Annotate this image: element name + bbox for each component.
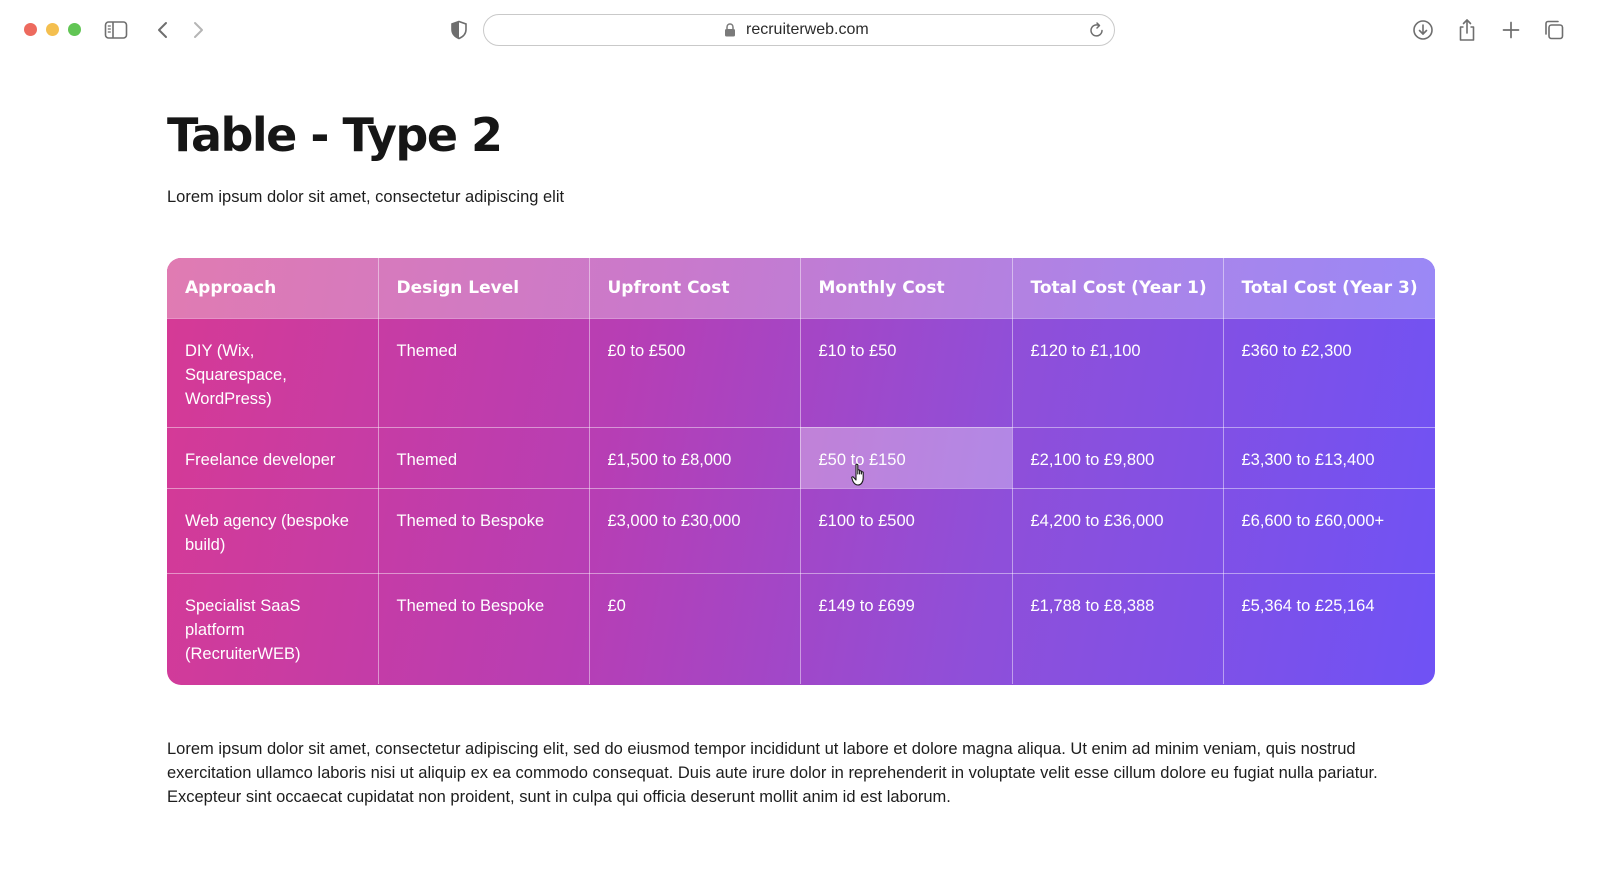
table-row: Web agency (bespoke build) Themed to Bes… (167, 488, 1435, 574)
table-cell: £149 to £699 (800, 573, 1013, 684)
download-icon[interactable] (1410, 17, 1436, 43)
hand-cursor-icon (851, 463, 869, 492)
table-row: Freelance developer Themed £1,500 to £8,… (167, 427, 1435, 489)
tabs-overview-icon[interactable] (1541, 17, 1567, 43)
minimize-window-button[interactable] (46, 23, 59, 36)
shield-icon[interactable] (446, 17, 472, 43)
reload-icon[interactable] (1089, 21, 1105, 44)
table-cell: Themed (378, 427, 590, 489)
page-title: Table - Type 2 (167, 108, 503, 162)
pricing-table-container: Approach Design Level Upfront Cost Month… (167, 258, 1435, 685)
table-cell: Themed (378, 318, 590, 428)
table-row: DIY (Wix, Squarespace, WordPress) Themed… (167, 318, 1435, 428)
table-cell: Web agency (bespoke build) (167, 488, 379, 574)
table-cell: £0 to £500 (589, 318, 801, 428)
table-header-row: Approach Design Level Upfront Cost Month… (167, 258, 1435, 319)
hovered-table-cell: £50 to £150 (800, 427, 1013, 489)
table-cell: £10 to £50 (800, 318, 1013, 428)
close-window-button[interactable] (24, 23, 37, 36)
body-paragraph: Lorem ipsum dolor sit amet, consectetur … (167, 740, 1378, 806)
table-cell: £1,788 to £8,388 (1012, 573, 1224, 684)
url-text: recruiterweb.com (746, 21, 869, 38)
table-cell: £2,100 to £9,800 (1012, 427, 1224, 489)
table-cell: £0 (589, 573, 801, 684)
table-cell: DIY (Wix, Squarespace, WordPress) (167, 318, 379, 428)
page-subtitle: Lorem ipsum dolor sit amet, consectetur … (167, 188, 565, 206)
lock-icon (724, 23, 736, 42)
table-cell: Freelance developer (167, 427, 379, 489)
table-cell: Specialist SaaS platform (RecruiterWEB) (167, 573, 379, 684)
zoom-window-button[interactable] (68, 23, 81, 36)
header-monthly-cost: Monthly Cost (800, 258, 1013, 319)
forward-icon[interactable] (185, 17, 211, 43)
table-cell: £120 to £1,100 (1012, 318, 1224, 428)
header-design-level: Design Level (378, 258, 590, 319)
new-tab-icon[interactable] (1498, 17, 1524, 43)
table-cell: £6,600 to £60,000+ (1223, 488, 1435, 574)
table-cell: £3,000 to £30,000 (589, 488, 801, 574)
table-cell: £5,364 to £25,164 (1241, 596, 1375, 615)
table-cell: £4,200 to £36,000 (1012, 488, 1224, 574)
sidebar-icon[interactable] (103, 17, 129, 43)
share-icon[interactable] (1454, 17, 1480, 43)
back-icon[interactable] (150, 17, 176, 43)
table-cell: Themed to Bespoke (378, 488, 590, 574)
pricing-table: Approach Design Level Upfront Cost Month… (167, 258, 1435, 684)
header-total-cost-year-1: Total Cost (Year 1) (1012, 258, 1224, 319)
table-cell: £360 to £2,300 (1223, 318, 1435, 428)
header-upfront-cost: Upfront Cost (589, 258, 801, 319)
table-cell: £3,300 to £13,400 (1223, 427, 1435, 489)
address-bar[interactable]: recruiterweb.com (483, 14, 1115, 46)
header-total-cost-year-3: Total Cost (Year 3) (1223, 258, 1435, 319)
table-cell: £1,500 to £8,000 (589, 427, 801, 489)
browser-toolbar: recruiterweb.com (0, 0, 1600, 58)
table-cell: £100 to £500 (800, 488, 1013, 574)
table-cell: Themed to Bespoke (378, 573, 590, 684)
table-row: Specialist SaaS platform (RecruiterWEB) … (167, 573, 1435, 684)
header-approach: Approach (167, 258, 379, 319)
